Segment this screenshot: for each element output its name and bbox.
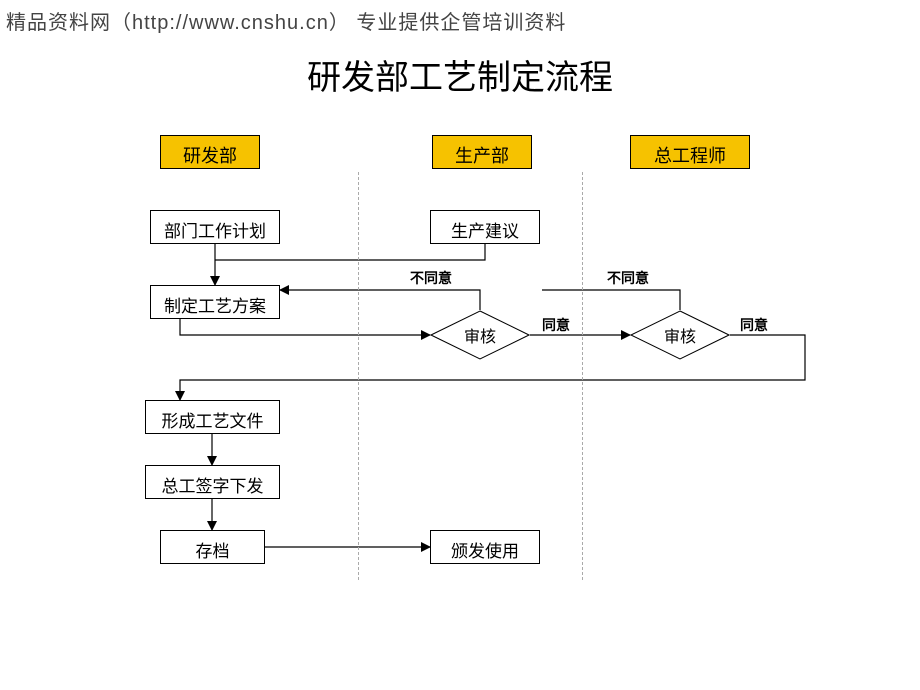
role-header-role-chief: 总工程师: [630, 135, 750, 169]
flow-decision: 审核: [630, 310, 730, 360]
flow-box: 总工签字下发: [145, 465, 280, 499]
decision-label: 审核: [630, 310, 730, 360]
flow-box: 形成工艺文件: [145, 400, 280, 434]
edge-label: 同意: [542, 315, 570, 335]
role-header-role-prod: 生产部: [432, 135, 532, 169]
flow-edge: [215, 244, 485, 260]
flow-box: 生产建议: [430, 210, 540, 244]
flow-edge: [180, 319, 430, 335]
lane-divider-1: [358, 172, 359, 580]
flow-box: 部门工作计划: [150, 210, 280, 244]
role-header-role-rd: 研发部: [160, 135, 260, 169]
edge-label: 同意: [740, 315, 768, 335]
flow-edge: [280, 290, 480, 310]
flow-box: 制定工艺方案: [150, 285, 280, 319]
flow-box: 存档: [160, 530, 265, 564]
decision-label: 审核: [430, 310, 530, 360]
lane-divider-2: [582, 172, 583, 580]
page-title: 研发部工艺制定流程: [0, 50, 920, 99]
flow-box: 颁发使用: [430, 530, 540, 564]
flow-decision: 审核: [430, 310, 530, 360]
edge-label: 不同意: [410, 268, 452, 288]
flow-edge: [542, 290, 680, 310]
watermark-text: 精品资料网（http://www.cnshu.cn） 专业提供企管培训资料: [6, 6, 566, 35]
edge-label: 不同意: [607, 268, 649, 288]
